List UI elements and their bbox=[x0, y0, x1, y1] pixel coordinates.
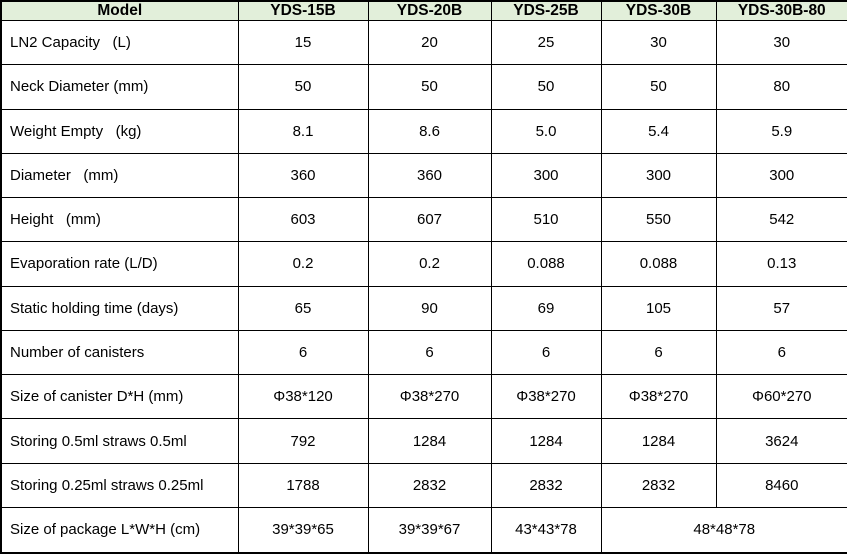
cell-value: 360 bbox=[367, 152, 492, 199]
cell-value: 20 bbox=[367, 19, 492, 66]
row-label: Diameter (mm) bbox=[0, 152, 239, 199]
header-col-yds-15b: YDS-15B bbox=[237, 0, 369, 21]
cell-value: 6 bbox=[600, 329, 717, 376]
cell-value: 1284 bbox=[367, 418, 492, 464]
cell-value: 510 bbox=[490, 197, 602, 243]
header-model: Model bbox=[0, 0, 239, 21]
cell-value: Φ38*270 bbox=[367, 374, 492, 420]
row-label: Size of package L*W*H (cm) bbox=[0, 506, 239, 554]
cell-value: 792 bbox=[237, 418, 369, 464]
cell-value: 3624 bbox=[715, 418, 847, 464]
header-col-yds-25b: YDS-25B bbox=[490, 0, 602, 21]
table-row-weight-empty: Weight Empty (kg) 8.1 8.6 5.0 5.4 5.9 bbox=[0, 108, 847, 154]
table-row-storing-025ml: Storing 0.25ml straws 0.25ml 1788 2832 2… bbox=[0, 462, 847, 508]
cell-value: 30 bbox=[715, 19, 847, 66]
cell-value: Φ38*270 bbox=[490, 374, 602, 420]
cell-value: 8460 bbox=[715, 462, 847, 508]
row-label: Weight Empty (kg) bbox=[0, 108, 239, 154]
cell-value: 360 bbox=[237, 152, 369, 199]
table-row-number-of-canisters: Number of canisters 6 6 6 6 6 bbox=[0, 329, 847, 376]
cell-value: 69 bbox=[490, 285, 602, 331]
cell-value: 57 bbox=[715, 285, 847, 331]
cell-value: 0.2 bbox=[237, 241, 369, 287]
header-col-yds-20b: YDS-20B bbox=[367, 0, 492, 21]
cell-value: 8.6 bbox=[367, 108, 492, 154]
cell-value: 25 bbox=[490, 19, 602, 66]
cell-value: 39*39*67 bbox=[367, 506, 492, 554]
cell-value: 5.4 bbox=[600, 108, 717, 154]
cell-value: 0.088 bbox=[490, 241, 602, 287]
table-row-neck-diameter: Neck Diameter (mm) 50 50 50 50 80 bbox=[0, 64, 847, 110]
cell-value: 8.1 bbox=[237, 108, 369, 154]
row-label: Storing 0.5ml straws 0.5ml bbox=[0, 418, 239, 464]
cell-value: Φ60*270 bbox=[715, 374, 847, 420]
header-col-yds-30b-80: YDS-30B-80 bbox=[715, 0, 847, 21]
row-label: Evaporation rate (L/D) bbox=[0, 241, 239, 287]
table-row-storing-05ml: Storing 0.5ml straws 0.5ml 792 1284 1284… bbox=[0, 418, 847, 464]
cell-value: 6 bbox=[367, 329, 492, 376]
cell-value: 2832 bbox=[490, 462, 602, 508]
cell-value: 39*39*65 bbox=[237, 506, 369, 554]
header-col-yds-30b: YDS-30B bbox=[600, 0, 717, 21]
table-row-diameter: Diameter (mm) 360 360 300 300 300 bbox=[0, 152, 847, 199]
cell-value: 50 bbox=[367, 64, 492, 110]
table-row-static-holding-time: Static holding time (days) 65 90 69 105 … bbox=[0, 285, 847, 331]
cell-value: 1788 bbox=[237, 462, 369, 508]
cell-value: 550 bbox=[600, 197, 717, 243]
cell-value: Φ38*270 bbox=[600, 374, 717, 420]
cell-value: 90 bbox=[367, 285, 492, 331]
cell-value: 43*43*78 bbox=[490, 506, 602, 554]
cell-value: 50 bbox=[600, 64, 717, 110]
cell-value: 607 bbox=[367, 197, 492, 243]
cell-value: 50 bbox=[490, 64, 602, 110]
cell-value: 50 bbox=[237, 64, 369, 110]
cell-value: 2832 bbox=[600, 462, 717, 508]
cell-value: 300 bbox=[600, 152, 717, 199]
cell-value: 80 bbox=[715, 64, 847, 110]
row-label: Size of canister D*H (mm) bbox=[0, 374, 239, 420]
cell-value: 300 bbox=[715, 152, 847, 199]
row-label: LN2 Capacity (L) bbox=[0, 19, 239, 66]
cell-value: 1284 bbox=[490, 418, 602, 464]
cell-value: 5.0 bbox=[490, 108, 602, 154]
table-header-row: Model YDS-15B YDS-20B YDS-25B YDS-30B YD… bbox=[0, 0, 847, 21]
table-row-canister-size: Size of canister D*H (mm) Φ38*120 Φ38*27… bbox=[0, 374, 847, 420]
row-label: Static holding time (days) bbox=[0, 285, 239, 331]
row-label: Height (mm) bbox=[0, 197, 239, 243]
cell-value: 5.9 bbox=[715, 108, 847, 154]
table-row-ln2-capacity: LN2 Capacity (L) 15 20 25 30 30 bbox=[0, 19, 847, 66]
table-row-package-size: Size of package L*W*H (cm) 39*39*65 39*3… bbox=[0, 506, 847, 554]
row-label: Neck Diameter (mm) bbox=[0, 64, 239, 110]
table-row-evaporation-rate: Evaporation rate (L/D) 0.2 0.2 0.088 0.0… bbox=[0, 241, 847, 287]
cell-value: 105 bbox=[600, 285, 717, 331]
cell-value: 6 bbox=[715, 329, 847, 376]
row-label: Storing 0.25ml straws 0.25ml bbox=[0, 462, 239, 508]
cell-value: 15 bbox=[237, 19, 369, 66]
cell-value: 0.088 bbox=[600, 241, 717, 287]
cell-value: 603 bbox=[237, 197, 369, 243]
row-label: Number of canisters bbox=[0, 329, 239, 376]
cell-value: 2832 bbox=[367, 462, 492, 508]
cell-value: 300 bbox=[490, 152, 602, 199]
table-row-height: Height (mm) 603 607 510 550 542 bbox=[0, 197, 847, 243]
cell-value: 0.2 bbox=[367, 241, 492, 287]
cell-value: Φ38*120 bbox=[237, 374, 369, 420]
cell-value: 6 bbox=[490, 329, 602, 376]
cell-value: 65 bbox=[237, 285, 369, 331]
cell-value-merged: 48*48*78 bbox=[600, 506, 847, 554]
cell-value: 6 bbox=[237, 329, 369, 376]
cell-value: 30 bbox=[600, 19, 717, 66]
cell-value: 0.13 bbox=[715, 241, 847, 287]
cell-value: 1284 bbox=[600, 418, 717, 464]
cell-value: 542 bbox=[715, 197, 847, 243]
